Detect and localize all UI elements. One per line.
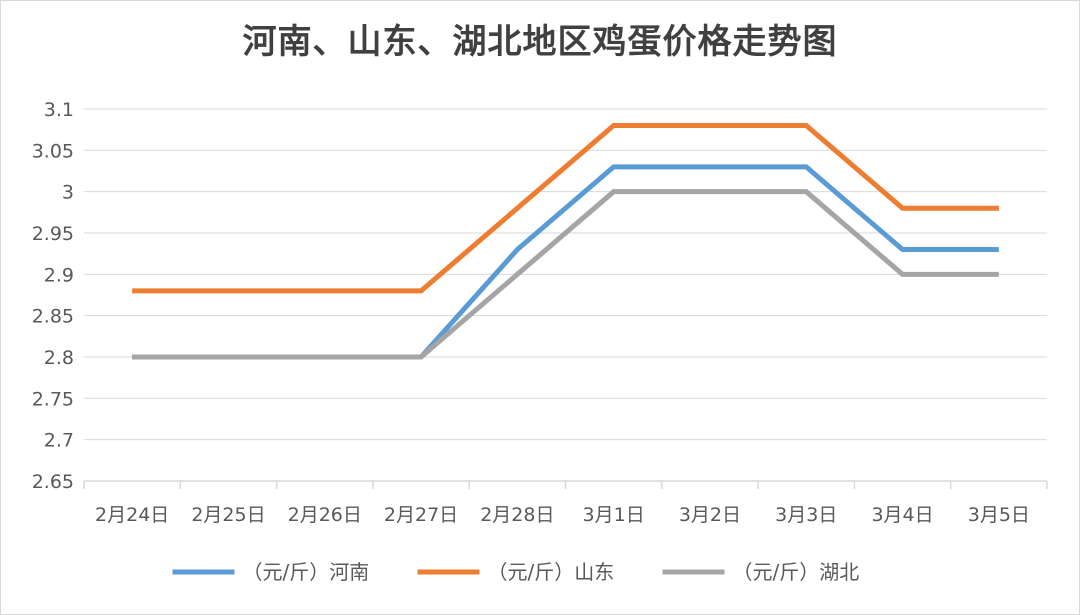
series-line-2 (132, 189, 999, 360)
legend: （元/斤）河南 （元/斤）山东 （元/斤）湖北 (172, 560, 860, 584)
y-tick-label: 2.9 (44, 264, 74, 286)
y-tick-label: 2.95 (32, 223, 74, 245)
y-tick-label: 2.75 (32, 388, 74, 410)
y-tick-label: 3.1 (44, 99, 74, 121)
chart-title: 河南、山东、湖北地区鸡蛋价格走势图 (242, 22, 838, 62)
series-lines (132, 123, 999, 360)
legend-item: （元/斤）湖北 (662, 560, 860, 584)
series-line-0 (132, 164, 999, 360)
x-tick-label: 2月24日 (95, 504, 169, 526)
legend-label: （元/斤）河南 (243, 560, 370, 584)
y-tick-label: 3 (62, 182, 74, 204)
legend-item: （元/斤）山东 (417, 560, 615, 584)
x-tick-label: 3月2日 (679, 504, 741, 526)
x-tick-label: 3月4日 (871, 504, 933, 526)
y-tick-label: 2.8 (44, 347, 74, 369)
series-line-1 (132, 123, 999, 294)
legend-item: （元/斤）河南 (172, 560, 370, 584)
x-axis-tick-labels: 2月24日 2月25日 2月26日 2月27日 2月28日 3月1日 3月2日 3月3日 3月4… (95, 504, 1030, 526)
y-tick-label: 2.7 (44, 430, 74, 452)
x-axis (83, 480, 1048, 489)
x-tick-label: 3月5日 (968, 504, 1030, 526)
x-tick-label: 3月1日 (583, 504, 645, 526)
y-tick-label: 3.05 (32, 140, 74, 162)
legend-label: （元/斤）山东 (488, 560, 615, 584)
x-tick-label: 2月28日 (480, 504, 554, 526)
legend-label: （元/斤）湖北 (733, 560, 860, 584)
x-tick-label: 3月3日 (775, 504, 837, 526)
x-tick-label: 2月25日 (191, 504, 265, 526)
y-tick-label: 2.85 (32, 306, 74, 328)
x-tick-label: 2月27日 (384, 504, 458, 526)
x-tick-label: 2月26日 (288, 504, 362, 526)
y-tick-label: 2.65 (32, 471, 74, 493)
y-axis-tick-labels: 2.65 2.7 2.75 2.8 2.85 2.9 2.95 3 3.05 3.1 (32, 99, 74, 493)
